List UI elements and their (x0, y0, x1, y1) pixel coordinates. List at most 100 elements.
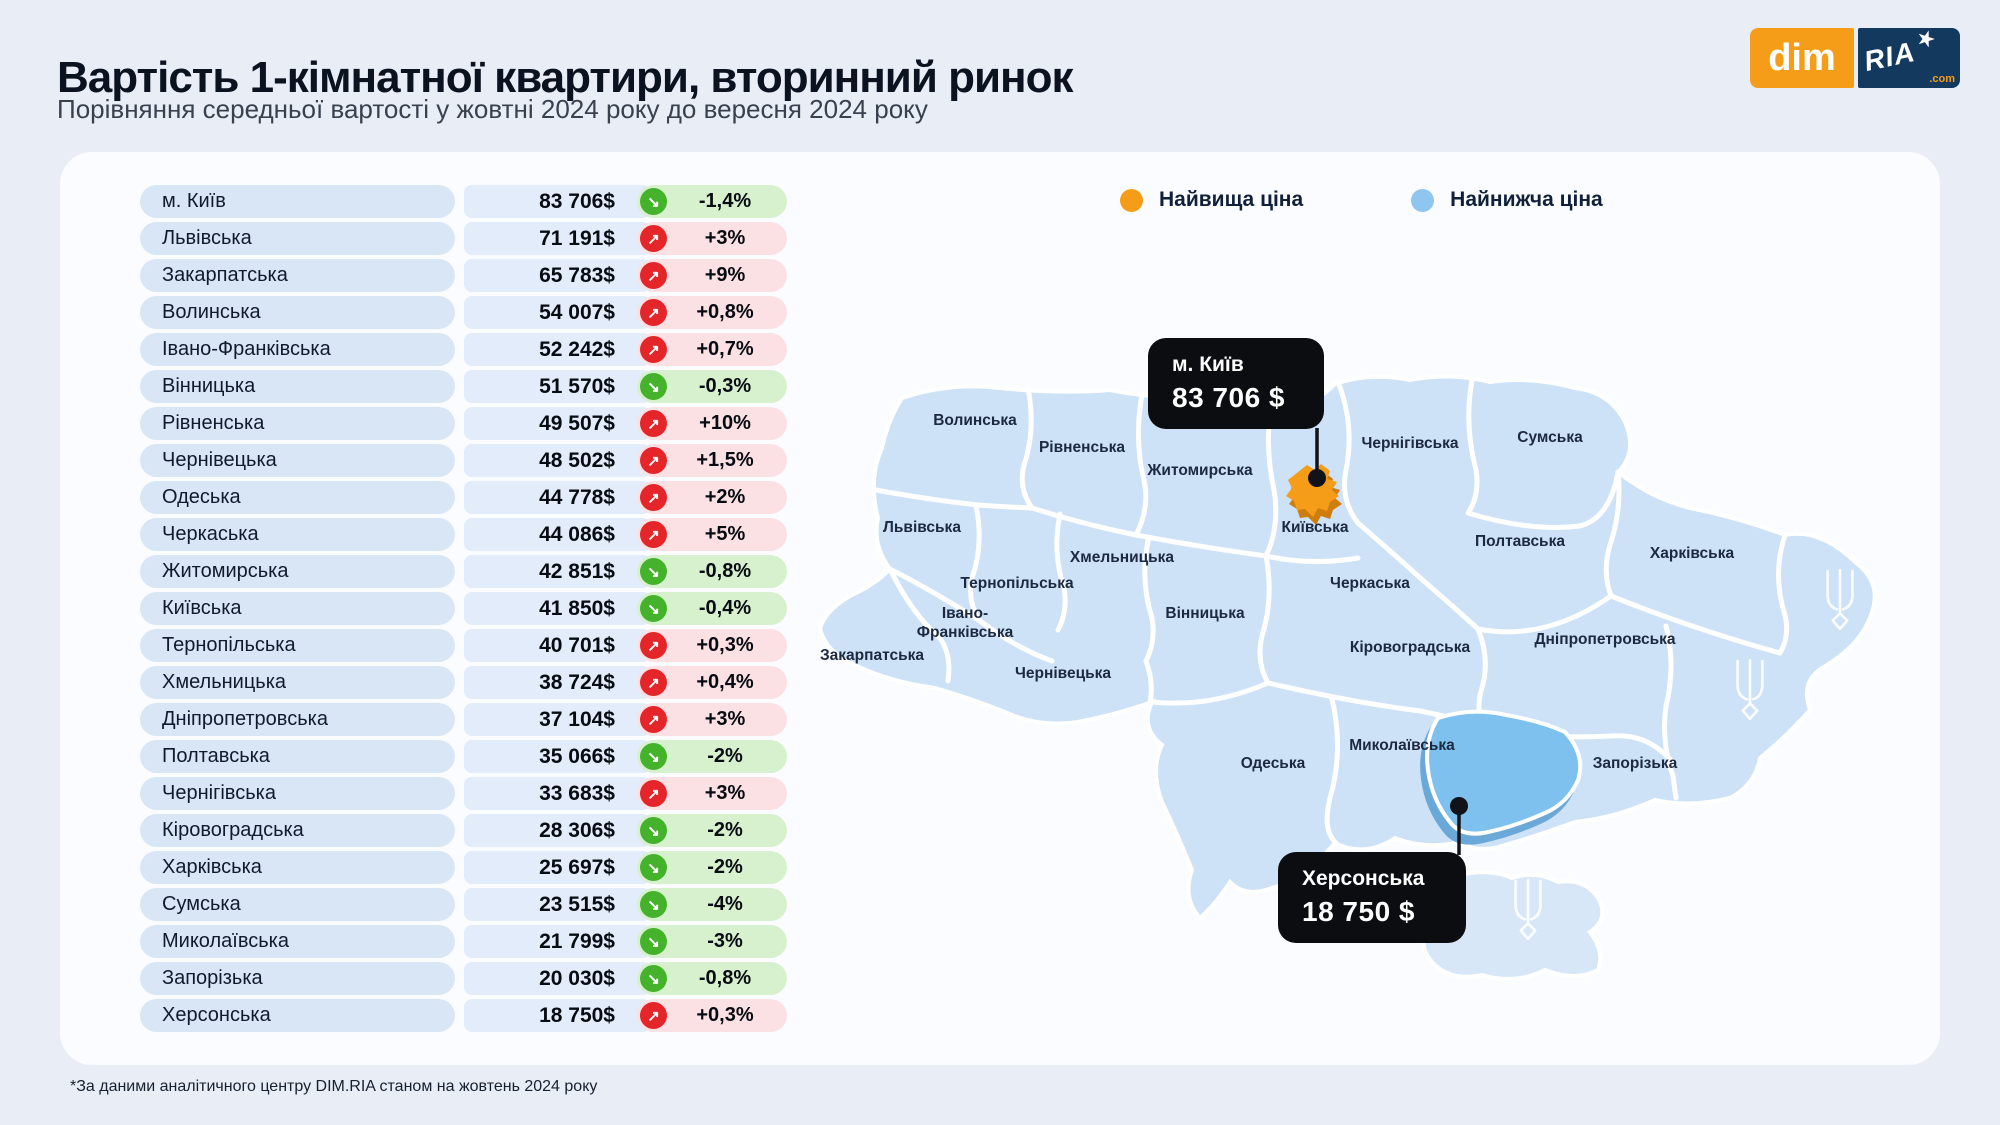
table-row: Рівненська 49 507$ ↗ +10% (140, 407, 787, 440)
price-cell: 38 724$ (464, 666, 651, 699)
arrow-up-right-icon: ↗ (640, 706, 667, 733)
map-region-label: Київська (1281, 519, 1348, 536)
ukraine-map: Волинська Рівненська Житомирська Чернігівсь… (810, 330, 1930, 1030)
change-badge: ↗ +5% (637, 518, 787, 551)
arrow-up-right-icon: ↗ (640, 262, 667, 289)
table-row: Дніпропетровська 37 104$ ↗ +3% (140, 703, 787, 736)
table-row: Львівська 71 191$ ↗ +3% (140, 222, 787, 255)
callout-price: 83 706 $ (1172, 382, 1285, 413)
arrow-up-right-icon: ↗ (640, 1002, 667, 1029)
region-name-cell: Закарпатська (140, 259, 455, 292)
map-region-label: Чернівецька (1015, 665, 1111, 682)
map-region-label: Хмельницька (1070, 549, 1175, 566)
region-name-cell: м. Київ (140, 185, 455, 218)
legend-label: Найвища ціна (1159, 188, 1304, 211)
map-region-label: Закарпатська (820, 647, 924, 664)
change-percent: +0,7% (696, 338, 754, 360)
legend-label: Найнижча ціна (1450, 188, 1603, 211)
kyiv-price-callout: м. Київ 83 706 $ (1148, 338, 1324, 429)
price-cell: 18 750$ (464, 999, 651, 1032)
map-region-label: Івано-Франківська (917, 605, 1014, 641)
price-cell: 44 778$ (464, 481, 651, 514)
change-percent: +0,3% (696, 634, 754, 656)
region-name-cell: Чернівецька (140, 444, 455, 477)
price-cell: 51 570$ (464, 370, 651, 403)
change-percent: -4% (707, 893, 743, 915)
map-region-labels: Волинська Рівненська Житомирська Чернігівсь… (820, 412, 1734, 772)
map-region-label: Рівненська (1039, 439, 1125, 456)
table-row: Кіровоградська 28 306$ ↘ -2% (140, 814, 787, 847)
change-badge: ↗ +9% (637, 259, 787, 292)
dim-logo: dim (1750, 28, 1854, 88)
change-percent: +0,8% (696, 301, 754, 323)
map-region-label: Житомирська (1146, 462, 1253, 479)
blue-dot-icon (1411, 188, 1435, 212)
price-cell: 23 515$ (464, 888, 651, 921)
change-badge: ↘ -1,4% (637, 185, 787, 218)
change-percent: +3% (704, 782, 746, 804)
table-row: Черкаська 44 086$ ↗ +5% (140, 518, 787, 551)
change-percent: -2% (707, 856, 743, 878)
price-table: м. Київ 83 706$ ↘ -1,4% Львівська 71 191$ ↗ +3%… (140, 185, 787, 1036)
arrow-down-right-icon: ↘ (640, 558, 667, 585)
data-source-footnote: *За даними аналітичного центру DIM.RIA с… (70, 1078, 598, 1095)
region-name-cell: Черкаська (140, 518, 455, 551)
arrow-up-right-icon: ↗ (640, 669, 667, 696)
region-name-cell: Сумська (140, 888, 455, 921)
table-row: Хмельницька 38 724$ ↗ +0,4% (140, 666, 787, 699)
table-row: Херсонська 18 750$ ↗ +0,3% (140, 999, 787, 1032)
ria-logo: ★ RIA .com (1858, 28, 1960, 88)
change-percent: -0,8% (698, 967, 752, 989)
map-region-label: Миколаївська (1349, 737, 1455, 754)
table-row: Івано-Франківська 52 242$ ↗ +0,7% (140, 333, 787, 366)
page-title: Вартість 1-кімнатної квартири, вторинний… (57, 53, 1074, 103)
table-row: Полтавська 35 066$ ↘ -2% (140, 740, 787, 773)
price-cell: 42 851$ (464, 555, 651, 588)
region-name-cell: Полтавська (140, 740, 455, 773)
price-cell: 65 783$ (464, 259, 651, 292)
change-badge: ↘ -0,8% (637, 555, 787, 588)
table-row: Волинська 54 007$ ↗ +0,8% (140, 296, 787, 329)
change-badge: ↗ +3% (637, 777, 787, 810)
ria-com-suffix: .com (1929, 73, 1955, 85)
arrow-down-right-icon: ↘ (640, 743, 667, 770)
change-percent: +3% (704, 708, 746, 730)
table-row: Вінницька 51 570$ ↘ -0,3% (140, 370, 787, 403)
change-percent: +9% (704, 264, 746, 286)
arrow-down-right-icon: ↘ (640, 595, 667, 622)
change-percent: -1,4% (698, 190, 752, 212)
region-name-cell: Херсонська (140, 999, 455, 1032)
table-row: Харківська 25 697$ ↘ -2% (140, 851, 787, 884)
callout-region-name: м. Київ (1172, 353, 1244, 376)
change-badge: ↗ +3% (637, 703, 787, 736)
table-row: Запорізька 20 030$ ↘ -0,8% (140, 962, 787, 995)
map-region-label: Запорізька (1593, 755, 1678, 772)
map-region-label: Полтавська (1475, 533, 1565, 550)
region-name-cell: Вінницька (140, 370, 455, 403)
region-name-cell: Дніпропетровська (140, 703, 455, 736)
change-percent: +1,5% (696, 449, 754, 471)
table-row: Житомирська 42 851$ ↘ -0,8% (140, 555, 787, 588)
arrow-up-right-icon: ↗ (640, 225, 667, 252)
map-legend: Найвища ціна Найнижча ціна (1120, 188, 1603, 212)
price-cell: 49 507$ (464, 407, 651, 440)
table-row: м. Київ 83 706$ ↘ -1,4% (140, 185, 787, 218)
map-region-label: Чернігівська (1361, 435, 1458, 452)
arrow-down-right-icon: ↘ (640, 891, 667, 918)
content-card: м. Київ 83 706$ ↘ -1,4% Львівська 71 191$ ↗ +3%… (60, 152, 1940, 1065)
change-percent: -2% (707, 819, 743, 841)
arrow-up-right-icon: ↗ (640, 410, 667, 437)
dim-ria-logo: dim ★ RIA .com (1750, 28, 1960, 88)
arrow-down-right-icon: ↘ (640, 817, 667, 844)
price-cell: 48 502$ (464, 444, 651, 477)
map-region-label: Одеська (1241, 755, 1306, 772)
region-name-cell: Івано-Франківська (140, 333, 455, 366)
price-cell: 40 701$ (464, 629, 651, 662)
change-percent: +2% (704, 486, 746, 508)
change-badge: ↘ -0,4% (637, 592, 787, 625)
price-cell: 83 706$ (464, 185, 651, 218)
arrow-up-right-icon: ↗ (640, 336, 667, 363)
map-region-label: Кіровоградська (1350, 639, 1471, 656)
table-row: Миколаївська 21 799$ ↘ -3% (140, 925, 787, 958)
region-name-cell: Хмельницька (140, 666, 455, 699)
